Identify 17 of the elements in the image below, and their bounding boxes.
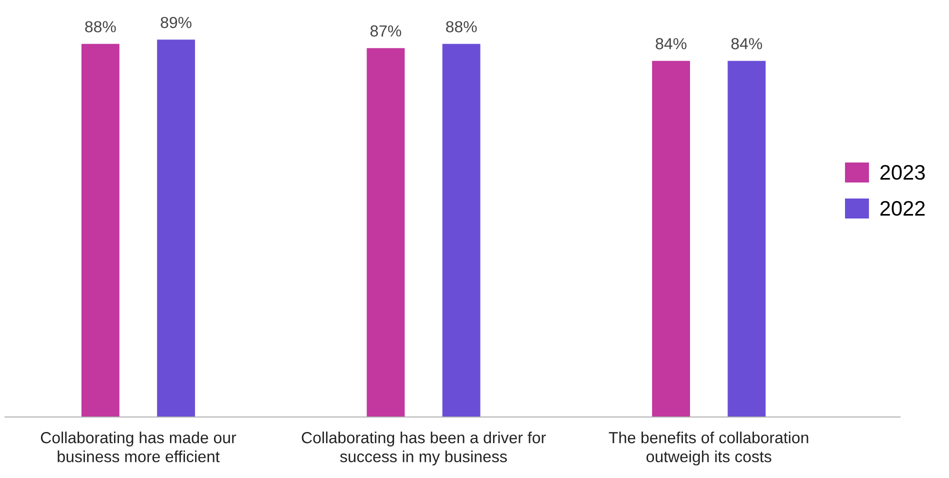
- legend-label: 2023: [880, 165, 925, 180]
- data-label: 89%: [160, 16, 192, 28]
- bar: [728, 60, 766, 417]
- data-label: 87%: [370, 25, 402, 37]
- bar: [442, 44, 480, 417]
- bar: [157, 40, 196, 417]
- x-tick-label: The benefits of collaboration outweigh its costs: [608, 432, 808, 466]
- bar: [652, 60, 690, 417]
- data-label: 84%: [731, 38, 762, 50]
- x-tick-label: Collaborating has been a driver for success in my business: [302, 432, 546, 466]
- bar: [81, 44, 120, 417]
- legend-label: 2022: [880, 201, 925, 216]
- x-tick-label: Collaborating has made our business more efficient: [40, 432, 236, 462]
- data-label: 84%: [656, 38, 686, 50]
- bar: [366, 48, 405, 417]
- data-label: 88%: [446, 21, 477, 32]
- data-label: 88%: [85, 21, 116, 32]
